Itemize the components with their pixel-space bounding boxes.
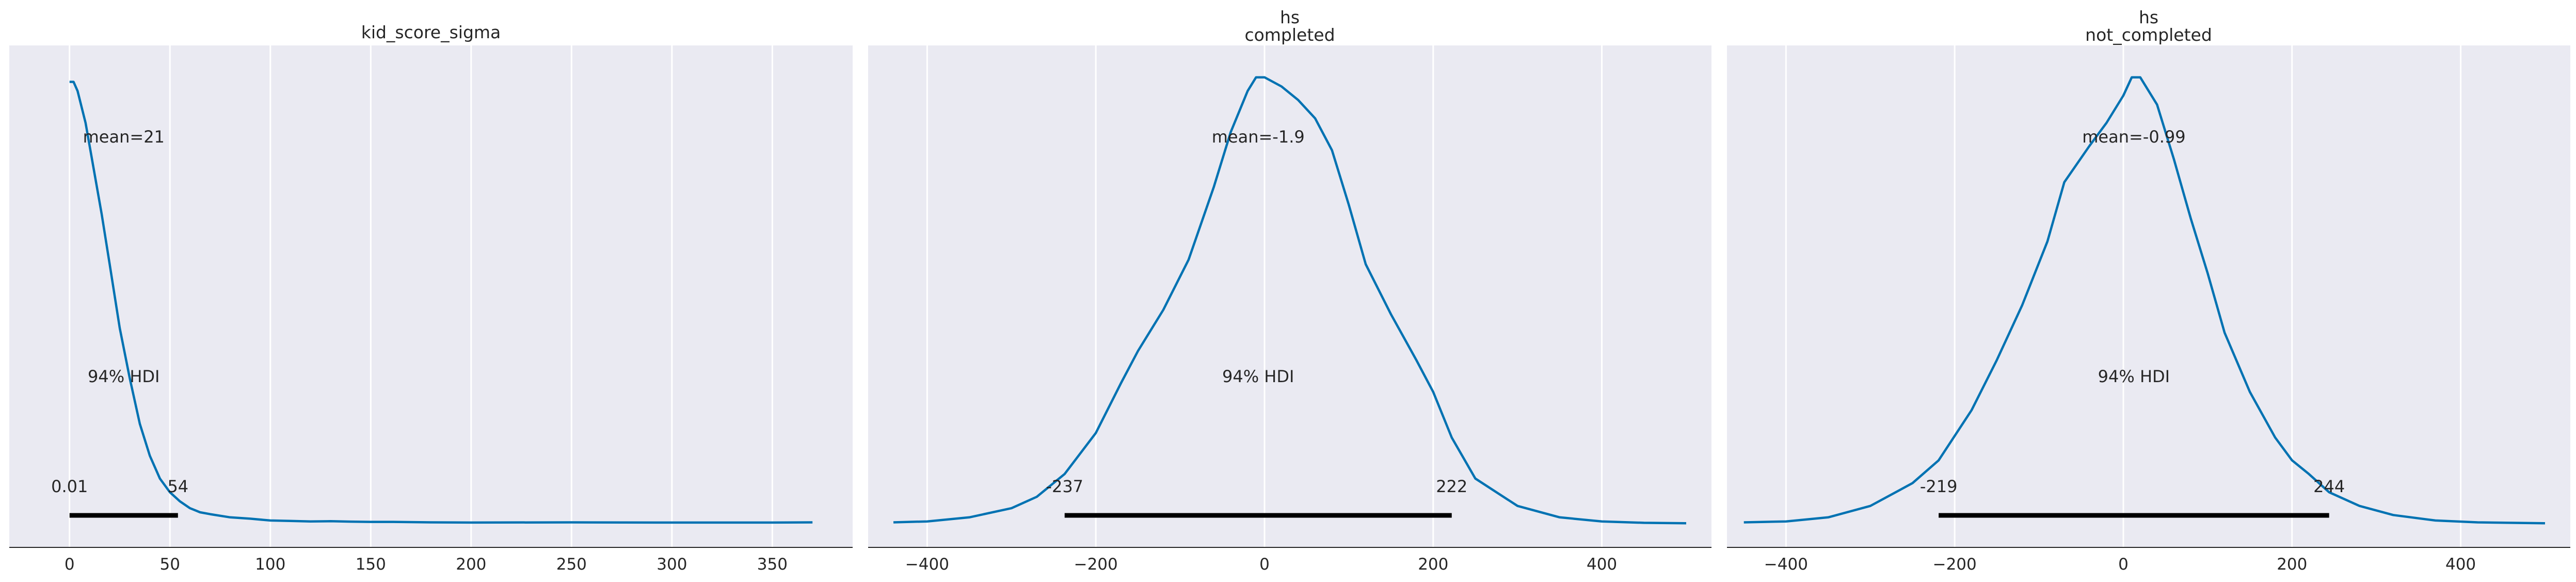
x-tick-label: 150 (356, 555, 386, 574)
panel-title: hs (2139, 7, 2158, 27)
hdi-high-label: 222 (1436, 477, 1467, 496)
x-tick-label: 0 (1259, 555, 1270, 574)
hdi-low-label: -237 (1046, 477, 1083, 496)
x-tick-label: 200 (2277, 555, 2307, 574)
hdi-label: 94% HDI (2098, 367, 2170, 386)
x-tick-label: 200 (1418, 555, 1448, 574)
x-tick-label: 0 (2118, 555, 2129, 574)
panel-title: not_completed (2085, 25, 2212, 45)
hdi-low-label: 0.01 (51, 477, 88, 496)
x-tick-label: 400 (1587, 555, 1617, 574)
hdi-low-label: -219 (1920, 477, 1958, 496)
x-tick-label: 250 (556, 555, 587, 574)
plot-background (9, 45, 853, 547)
x-tick-label: −200 (1074, 555, 1118, 574)
panel-title: kid_score_sigma (361, 22, 501, 42)
hdi-high-label: 244 (2313, 477, 2345, 496)
x-tick-label: 200 (456, 555, 486, 574)
hdi-high-label: 54 (167, 477, 188, 496)
density-curve (893, 76, 1687, 525)
x-tick-label: 100 (255, 555, 285, 574)
density-curve (1743, 76, 2546, 525)
panel-hs-completed: −400 −200 0 200 400 hs completed mean=-1.9 94% H… (859, 0, 1718, 582)
x-tick-label: 0 (65, 555, 75, 574)
panel-hs-not-completed: −400 −200 0 200 400 hs not_completed mean=-0.99… (1718, 0, 2576, 582)
mean-label: mean=-1.9 (1212, 127, 1305, 147)
density-curve (69, 81, 813, 524)
x-tick-label: −400 (1764, 555, 1808, 574)
x-tick-label: 300 (657, 555, 687, 574)
chart-svg: 0 50 100 150 200 250 300 350 kid_score_sigmamean… (9, 22, 853, 574)
x-tick-label: 350 (757, 555, 788, 574)
mean-label: mean=21 (83, 127, 165, 147)
mean-label: mean=-0.99 (2082, 127, 2185, 147)
x-tick-label: 400 (2445, 555, 2476, 574)
x-tick-label: −200 (1933, 555, 1977, 574)
panel-title: completed (1244, 25, 1335, 45)
x-tick-label: −400 (905, 555, 949, 574)
hdi-label: 94% HDI (1222, 367, 1294, 386)
x-tick-label: 50 (160, 555, 180, 574)
panel-title: hs (1280, 7, 1300, 27)
hdi-label: 94% HDI (88, 367, 159, 386)
plot-background (868, 45, 1711, 547)
plot-background (1727, 45, 2570, 547)
